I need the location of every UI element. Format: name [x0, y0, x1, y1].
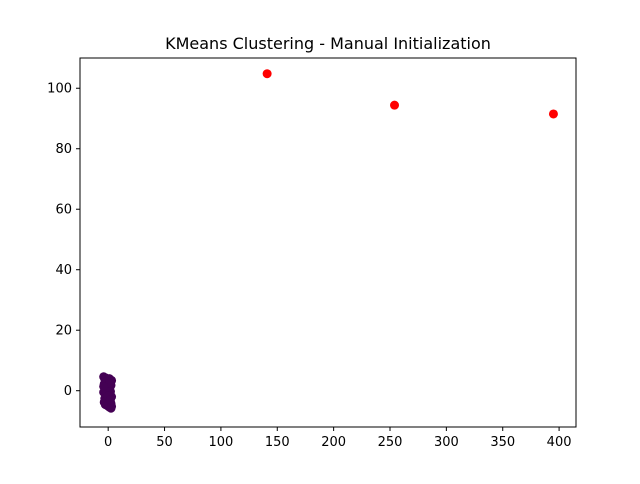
x-tick-label-7: 350 [490, 435, 515, 450]
y-tick-label-3: 60 [55, 203, 72, 218]
x-tick-label-2: 100 [208, 435, 233, 450]
axes-layer: 0 50 100 150 200 250 300 350 400 0 20 40 60 80 100 [47, 57, 577, 450]
data-point-series-1-1 [390, 100, 400, 110]
x-tick-label-6: 300 [434, 435, 459, 450]
y-tick-label-1: 20 [55, 324, 72, 339]
x-tick-label-3: 150 [265, 435, 290, 450]
x-tick-label-8: 400 [547, 435, 572, 450]
data-point-series-1-0 [262, 69, 272, 79]
y-tick-label-4: 80 [55, 142, 72, 157]
data-point-series-0-37 [99, 381, 109, 391]
x-tick-label-4: 200 [321, 435, 346, 450]
data-point-series-0-39 [105, 395, 115, 405]
y-tick-label-0: 0 [64, 384, 72, 399]
data-point-series-1-2 [548, 109, 558, 119]
plot-frame [79, 57, 577, 428]
points-layer [99, 69, 558, 413]
y-tick-label-2: 40 [55, 263, 72, 278]
x-tick-label-1: 50 [156, 435, 173, 450]
chart-title: KMeans Clustering - Manual Initializatio… [165, 34, 491, 53]
x-tick-label-0: 0 [104, 435, 112, 450]
x-tick-label-5: 250 [378, 435, 403, 450]
y-tick-label-5: 100 [47, 82, 72, 97]
data-point-series-0-35 [107, 401, 117, 411]
